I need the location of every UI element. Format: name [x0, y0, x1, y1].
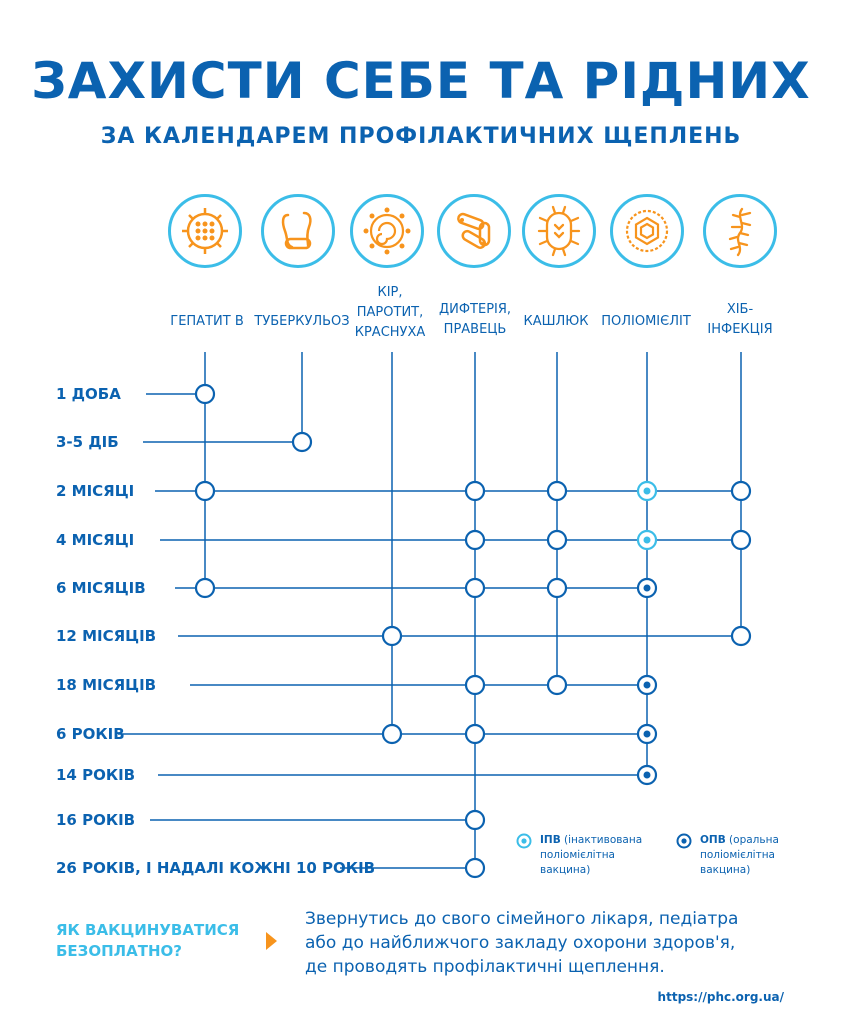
dose-marker	[730, 625, 752, 647]
dose-marker	[464, 674, 486, 696]
age-label-18-months: 18 МІСЯЦІВ	[56, 676, 157, 694]
hib-bacterium-icon	[703, 194, 777, 268]
ipv-legend-text: ІПВ (інактивована поліомієлітна вакцина)	[540, 834, 643, 876]
dose-marker	[194, 383, 216, 405]
column-label-polio: ПОЛІОМІЄЛІТ	[601, 314, 691, 329]
opv-dose-marker-dot	[643, 681, 651, 689]
dose-marker	[730, 529, 752, 551]
dose-marker	[730, 480, 752, 502]
ipv-legend-icon	[516, 833, 532, 849]
dose-marker	[381, 625, 403, 647]
dose-marker	[464, 723, 486, 745]
age-label-2-months: 2 МІСЯЦІ	[56, 482, 135, 500]
dose-marker	[546, 480, 568, 502]
free-vaccination-question: ЯК ВАКЦИНУВАТИСЯ БЕЗОПЛАТНО?	[56, 921, 240, 960]
column-label-hepatitis-b: ГЕПАТИТ В	[170, 314, 244, 329]
page-subtitle: ЗА КАЛЕНДАРЕМ ПРОФІЛАКТИЧНИХ ЩЕПЛЕНЬ	[100, 124, 742, 149]
hepatitis-b-virus-icon	[168, 194, 242, 268]
age-label-26-years-every-10: 26 РОКІВ, І НАДАЛІ КОЖНІ 10 РОКІВ	[56, 859, 376, 877]
polio-virus-icon	[610, 194, 684, 268]
ipv-dose-marker-dot	[643, 536, 651, 544]
dose-marker	[464, 577, 486, 599]
age-label-14-years: 14 РОКІВ	[56, 766, 136, 784]
dose-marker	[194, 577, 216, 599]
arrow-right-icon	[266, 932, 277, 950]
dose-marker	[291, 431, 313, 453]
dose-marker	[381, 723, 403, 745]
age-label-16-years: 16 РОКІВ	[56, 811, 136, 829]
dose-marker	[194, 480, 216, 502]
website-link[interactable]: https://phc.org.ua/	[657, 990, 784, 1004]
measles-virus-icon	[350, 194, 424, 268]
age-label-6-months: 6 МІСЯЦІВ	[56, 579, 146, 597]
dose-marker	[546, 674, 568, 696]
page-title: ЗАХИСТИ СЕБЕ ТА РІДНИХ	[31, 52, 811, 110]
dose-marker	[464, 809, 486, 831]
column-label-pertussis: КАШЛЮК	[523, 314, 589, 329]
opv-legend-icon	[676, 833, 692, 849]
column-label-diphtheria-tetanus: ДИФТЕРІЯ, ПРАВЕЦЬ	[438, 302, 512, 337]
opv-dose-marker-dot	[643, 730, 651, 738]
dose-marker	[546, 529, 568, 551]
age-label-1-day: 1 ДОБА	[56, 385, 121, 403]
age-label-12-months: 12 МІСЯЦІВ	[56, 627, 157, 645]
dose-marker	[546, 577, 568, 599]
opv-legend-text: ОПВ (оральна поліомієлітна вакцина)	[700, 834, 779, 876]
pertussis-bacterium-icon	[522, 194, 596, 268]
column-label-hib-infection: ХІБ- ІНФЕКЦІЯ	[707, 302, 773, 337]
age-label-3-5-days: 3-5 ДІБ	[56, 433, 119, 451]
dose-marker	[464, 529, 486, 551]
free-vaccination-answer: Звернутись до свого сімейного лікаря, пе…	[305, 909, 739, 977]
age-label-4-months: 4 МІСЯЦІ	[56, 531, 135, 549]
ipv-dose-marker-dot	[643, 487, 651, 495]
opv-dose-marker-dot	[643, 584, 651, 592]
opv-dose-marker-dot	[643, 771, 651, 779]
column-label-measles-mumps-rubella: КІР, ПАРОТИТ, КРАСНУХА	[354, 285, 426, 340]
dose-marker	[464, 480, 486, 502]
age-label-6-years: 6 РОКІВ	[56, 725, 125, 743]
diphtheria-bacteria-icon	[437, 194, 511, 268]
tuberculosis-bacteria-icon	[261, 194, 335, 268]
column-label-tuberculosis: ТУБЕРКУЛЬОЗ	[254, 314, 350, 329]
dose-marker	[464, 857, 486, 879]
